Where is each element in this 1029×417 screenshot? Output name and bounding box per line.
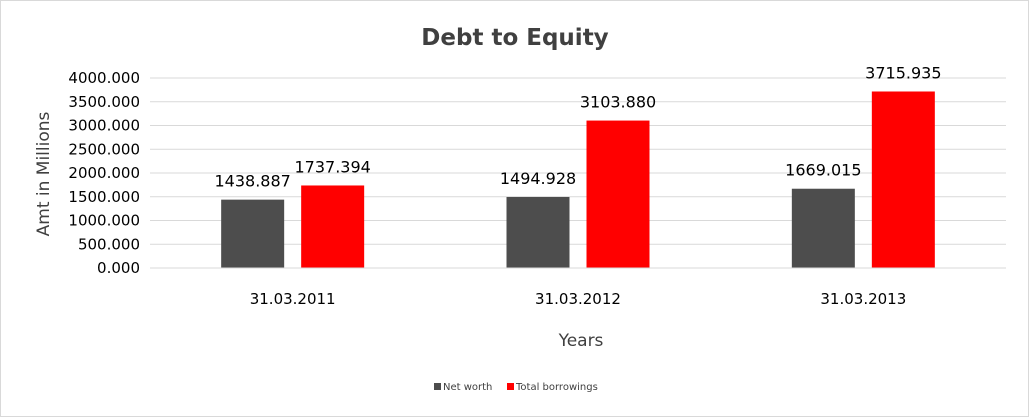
y-axis-ticks: 0.000 500.000 1000.000 1500.000 2000.000 2500…: [68, 69, 140, 277]
bar-net-worth: [791, 188, 855, 268]
bar-total-borrowings: [871, 91, 935, 268]
bar-total-borrowings: [586, 120, 650, 268]
data-label: 3715.935: [865, 63, 941, 82]
y-tick-label: 4000.000: [68, 69, 140, 87]
y-tick-label: 3500.000: [68, 93, 140, 111]
legend-label: Total borrowings: [515, 382, 598, 393]
y-tick-label: 2000.000: [68, 164, 140, 182]
data-label: 1494.928: [500, 169, 576, 188]
data-label: 1669.015: [785, 161, 861, 180]
data-label: 1438.887: [214, 172, 290, 191]
bar-net-worth: [506, 196, 570, 268]
bar-net-worth: [221, 199, 285, 268]
x-tick-label: 31.03.2012: [535, 290, 621, 308]
x-tick-label: 31.03.2013: [820, 290, 906, 308]
legend-label: Net worth: [443, 382, 492, 393]
y-axis-label: Amt in Millions: [34, 111, 54, 236]
y-tick-label: 1500.000: [68, 188, 140, 206]
y-tick-label: 1000.000: [68, 212, 140, 230]
x-axis-label: Years: [558, 331, 604, 351]
y-tick-label: 2500.000: [68, 140, 140, 158]
data-label: 1737.394: [294, 157, 370, 176]
y-tick-label: 3000.000: [68, 117, 140, 135]
legend-swatch: [507, 383, 514, 390]
x-axis-ticks: 31.03.2011 31.03.2012 31.03.2013: [250, 290, 907, 308]
bars: [150, 91, 1006, 269]
legend-swatch: [434, 383, 441, 390]
data-label: 3103.880: [580, 93, 656, 112]
bar-total-borrowings: [301, 185, 365, 268]
x-tick-label: 31.03.2011: [250, 290, 336, 308]
chart-title: Debt to Equity: [421, 25, 608, 51]
y-tick-label: 500.000: [78, 235, 140, 253]
legend: Net worth Total borrowings: [434, 382, 598, 393]
y-tick-label: 0.000: [97, 259, 140, 277]
